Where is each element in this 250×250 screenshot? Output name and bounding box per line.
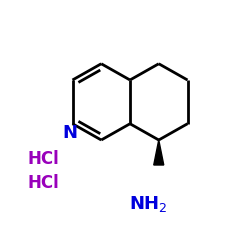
- Polygon shape: [154, 140, 164, 165]
- Text: HCl: HCl: [28, 174, 60, 192]
- Text: N: N: [62, 124, 78, 142]
- Text: NH$_2$: NH$_2$: [130, 194, 168, 214]
- Text: HCl: HCl: [28, 150, 60, 168]
